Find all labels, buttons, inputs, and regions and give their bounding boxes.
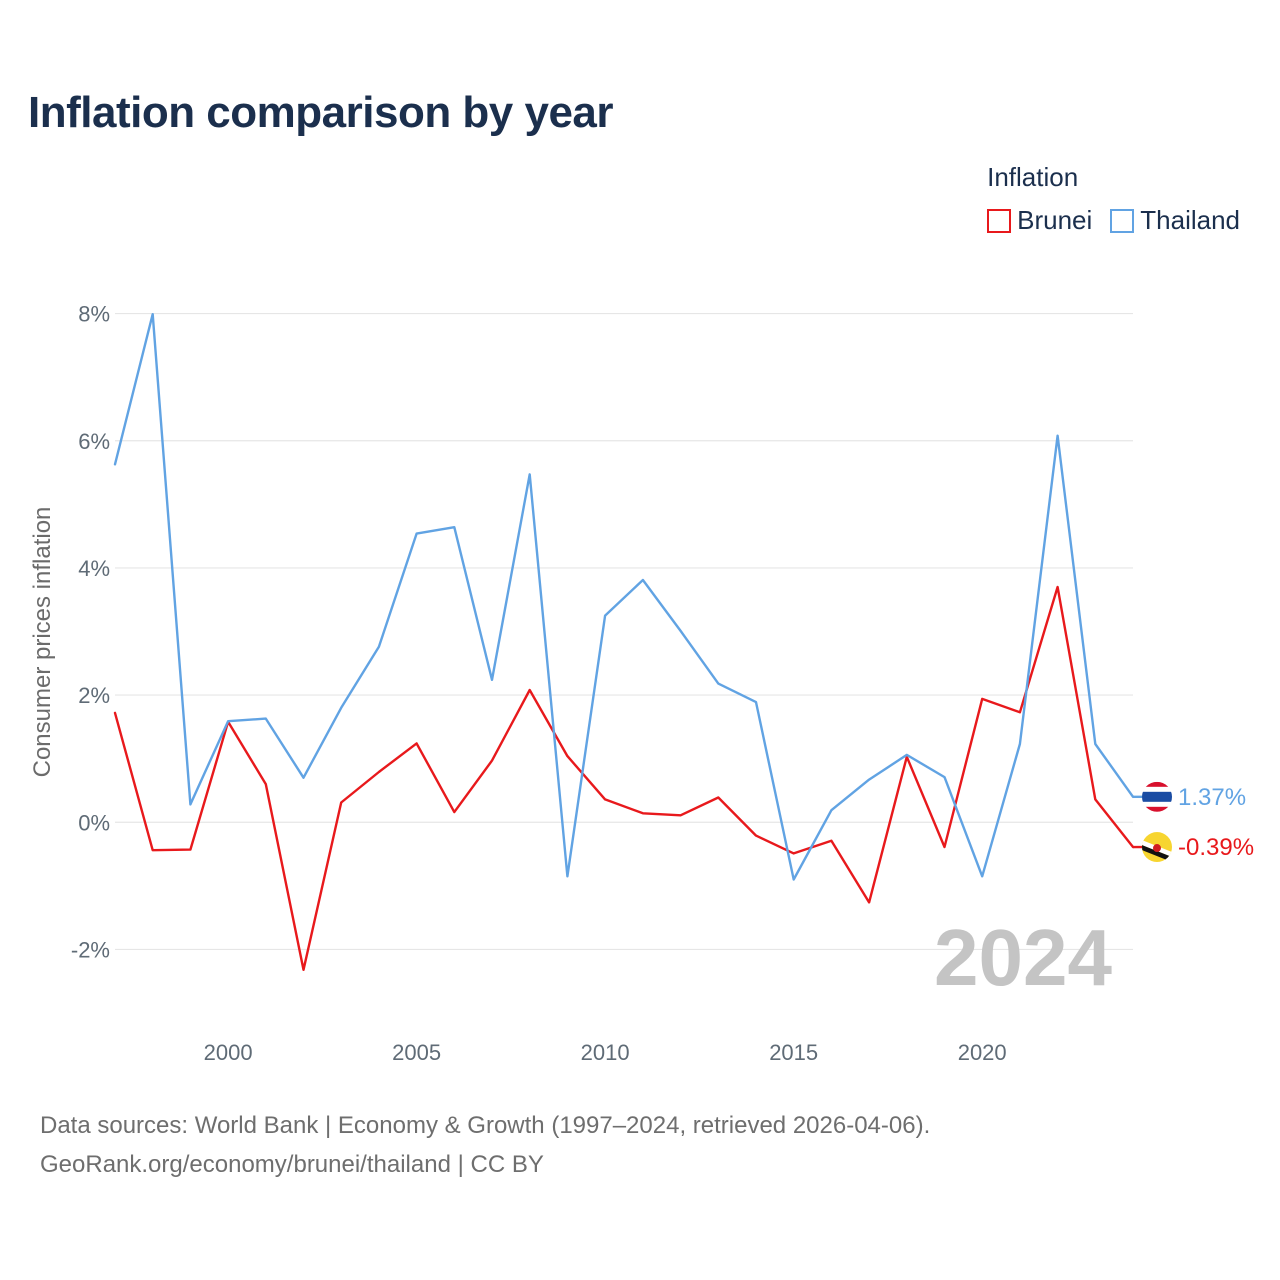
y-tick-label: 8% xyxy=(78,302,110,327)
legend: Inflation Brunei Thailand xyxy=(987,162,1240,236)
y-axis-label: Consumer prices inflation xyxy=(29,507,56,778)
x-tick-label: 2015 xyxy=(769,1040,818,1065)
series-line-thailand[interactable] xyxy=(113,313,1135,881)
chart-title: Inflation comparison by year xyxy=(28,88,614,137)
footer: Data sources: World Bank | Economy & Gro… xyxy=(40,1106,930,1184)
legend-item-brunei[interactable]: Brunei xyxy=(987,205,1092,236)
legend-title: Inflation xyxy=(987,162,1079,192)
legend-item-thailand[interactable]: Thailand xyxy=(1110,205,1240,236)
footer-link[interactable]: GeoRank.org/economy/brunei/thailand | CC… xyxy=(40,1151,544,1178)
x-tick-label: 2010 xyxy=(581,1040,630,1065)
legend-label-brunei: Brunei xyxy=(1017,205,1093,235)
brunei-flag xyxy=(1142,832,1172,863)
y-tick-label: -2% xyxy=(71,937,110,962)
x-tick-label: 2005 xyxy=(392,1040,441,1065)
x-tick-label: 2000 xyxy=(204,1040,253,1065)
legend-swatch-brunei xyxy=(987,208,1012,233)
series-line-brunei[interactable] xyxy=(113,585,1135,971)
legend-swatch-thailand xyxy=(1110,208,1135,233)
footer-sources: Data sources: World Bank | Economy & Gro… xyxy=(40,1112,931,1139)
year-watermark: 2024 xyxy=(934,913,1112,1002)
end-value-label-brunei: -0.39% xyxy=(1178,834,1254,861)
end-value-label-thailand: 1.37% xyxy=(1178,784,1246,811)
legend-label-thailand: Thailand xyxy=(1140,205,1240,235)
x-tick-label: 2020 xyxy=(958,1040,1007,1065)
thailand-flag xyxy=(1142,781,1172,812)
y-tick-label: 2% xyxy=(78,683,110,708)
y-tick-label: 6% xyxy=(78,429,110,454)
y-tick-label: 0% xyxy=(78,810,110,835)
y-tick-label: 4% xyxy=(78,556,110,581)
